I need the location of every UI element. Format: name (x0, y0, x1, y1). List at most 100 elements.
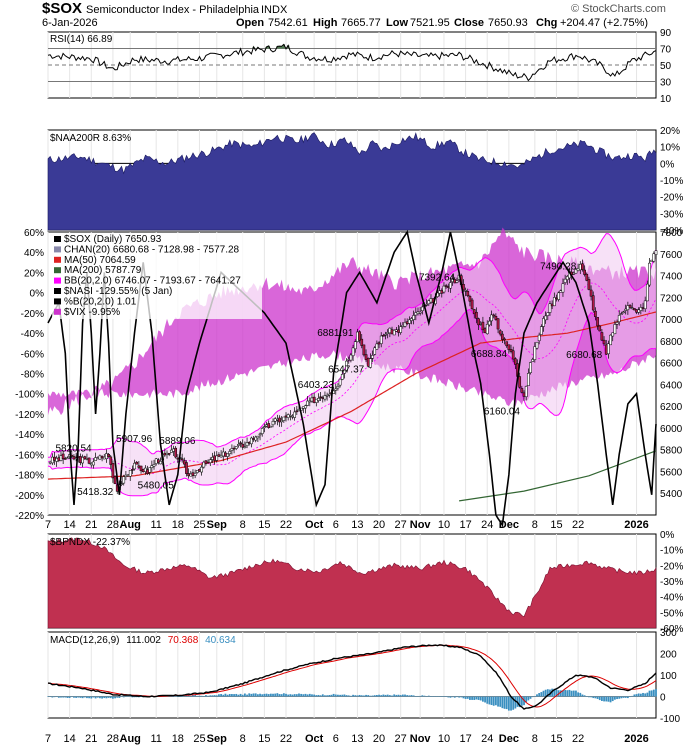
macd-hist-bar (168, 696, 171, 697)
macd-hist-bar (129, 696, 132, 697)
candle (585, 273, 589, 281)
macd-tick-label: 100 (660, 671, 677, 682)
legend-swatch (54, 298, 61, 305)
macd-hist-bar (88, 696, 91, 699)
naa200r-tick-label: -30% (660, 209, 683, 220)
legend-background (52, 233, 262, 319)
macd-hist-bar (274, 693, 277, 697)
macd-hist-bar (211, 695, 214, 697)
macd-hist-bar (393, 694, 396, 697)
macd-hist-bar (464, 696, 467, 699)
candle (276, 419, 279, 421)
macd-hist-bar (176, 696, 179, 697)
x-tick-label-macd: 8 (532, 733, 538, 745)
candle (449, 282, 452, 289)
macd-hist-bar (391, 695, 393, 697)
candle (483, 328, 487, 334)
candle (137, 465, 141, 468)
x-tick-label-macd: 15 (258, 733, 270, 745)
macd-hist-bar (633, 694, 636, 697)
macd-hist-bar (306, 694, 309, 697)
x-tick-label-price: 25 (193, 519, 205, 531)
low-label: Low (386, 17, 408, 29)
legend-swatch (54, 277, 61, 284)
candle (269, 425, 273, 428)
index-name: Semiconductor Index - Philadelphia (86, 4, 260, 16)
macd-hist-bar (417, 695, 419, 697)
candle (574, 269, 578, 274)
legend-swatch (54, 267, 61, 274)
price-tick-label: 7200 (660, 293, 683, 304)
macd-hist-bar (170, 696, 173, 697)
macd-hist-bar (490, 696, 493, 706)
macd-hist-bar (510, 696, 512, 711)
candle (561, 283, 565, 293)
macd-hist-bar (231, 694, 233, 697)
candle (630, 307, 634, 309)
x-tick-label-price: 2026 (624, 519, 648, 531)
macd-hist-bar (300, 693, 303, 697)
candle (301, 406, 305, 409)
macd-hist-bar (62, 696, 65, 698)
x-tick-label-macd: Nov (410, 733, 432, 745)
macd-hist-bar (544, 689, 547, 697)
price-annotation: 6547.37 (328, 364, 365, 375)
macd-hist-bar (412, 695, 415, 697)
macd-hist-bar (81, 696, 84, 699)
macd-hist-bar (92, 696, 95, 698)
candle (496, 318, 500, 330)
candle (529, 362, 532, 373)
macd-hist-bar (395, 694, 398, 697)
macd-hist-bar (267, 694, 270, 697)
open-value: 7542.61 (268, 17, 308, 29)
candle (113, 476, 117, 485)
candle (589, 289, 593, 297)
candle (526, 373, 530, 386)
macd-hist-bar (378, 694, 380, 697)
candle (345, 360, 348, 371)
rsi-label: RSI(14) 66.89 (50, 34, 113, 45)
macd-hist-bar (570, 690, 573, 697)
bpndx-tick-label: -20% (660, 561, 683, 572)
price-annotation: 7392.64 (419, 272, 456, 283)
macd-hist-bar (291, 694, 294, 697)
naa200r-tick-label: 20% (660, 126, 680, 137)
macd-hist-bar (250, 693, 253, 697)
macd-hist-bar (259, 693, 261, 697)
candle (418, 311, 422, 314)
candle (382, 335, 385, 337)
candle (524, 386, 528, 398)
macd-hist-bar (577, 692, 580, 697)
macd-signal-value: 70.368 (168, 635, 199, 646)
candle (312, 396, 316, 403)
macd-hist-bar (425, 696, 428, 697)
candle (83, 456, 87, 460)
close-value: 7650.93 (488, 17, 528, 29)
candle (131, 469, 134, 471)
macd-hist-bar (533, 695, 536, 697)
x-tick-label-macd: 13 (351, 733, 363, 745)
macd-hist-bar (75, 696, 78, 698)
candle (308, 400, 312, 403)
candle (505, 341, 509, 347)
candle (211, 456, 214, 460)
candle (327, 393, 331, 396)
candle (366, 357, 370, 367)
price-annotation: 6403.23 (298, 380, 335, 391)
macd-hist-bar (588, 696, 590, 698)
candle (446, 286, 450, 288)
macd-hist-bar (317, 694, 320, 697)
macd-hist-bar (601, 696, 603, 701)
candle (563, 278, 567, 283)
macd-hist-bar (358, 694, 361, 697)
macd-hist-bar (540, 692, 543, 697)
price-tick-label: 7600 (660, 250, 683, 261)
candle (544, 315, 548, 321)
macd-hist-bar (47, 696, 49, 697)
macd-hist-bar (652, 689, 655, 697)
macd-hist-bar (49, 696, 52, 697)
macd-hist-bar (462, 696, 465, 699)
candle (492, 314, 496, 317)
x-tick-label-price: 24 (481, 519, 493, 531)
